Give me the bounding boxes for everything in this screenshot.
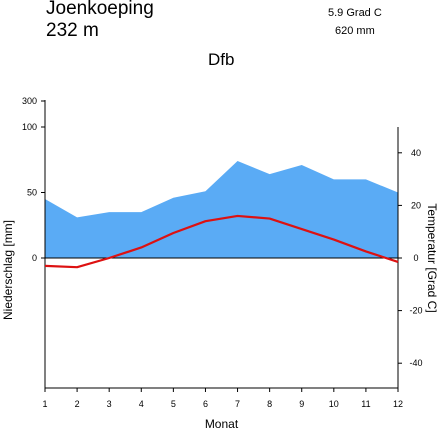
month-tick-label: 1 xyxy=(42,399,47,409)
month-tick-label: 7 xyxy=(235,399,240,409)
right-axis-title: Temperatur [Grad C] xyxy=(425,203,439,312)
month-tick-label: 3 xyxy=(107,399,112,409)
precipitation-tick-label: 0 xyxy=(32,253,37,263)
precipitation-tick-label: 300 xyxy=(22,96,37,106)
mean-temperature: 5.9 Grad C xyxy=(328,7,382,19)
precipitation-tick-label: 50 xyxy=(27,188,37,198)
precipitation-tick-label: 100 xyxy=(22,122,37,132)
month-tick-label: 11 xyxy=(361,399,370,409)
temperature-tick-label: 20 xyxy=(411,200,421,210)
month-tick-label: 5 xyxy=(171,399,176,409)
month-tick-label: 4 xyxy=(139,399,144,409)
month-tick-label: 9 xyxy=(299,399,304,409)
month-tick-label: 8 xyxy=(267,399,272,409)
station-name: Joenkoeping xyxy=(46,0,154,19)
x-axis-title: Monat xyxy=(205,417,239,430)
temperature-tick-label: -20 xyxy=(409,306,422,316)
left-axis-title: Niederschlag [mm] xyxy=(1,220,15,320)
temperature-line xyxy=(44,214,399,269)
temperature-tick-label: 40 xyxy=(411,148,421,158)
temperature-tick-label: -40 xyxy=(409,358,422,368)
month-tick-label: 10 xyxy=(329,399,339,409)
temperature-tick-label: 0 xyxy=(413,253,418,263)
month-tick-label: 12 xyxy=(393,399,403,409)
station-elevation: 232 m xyxy=(46,20,99,41)
precipitation-area xyxy=(45,161,398,258)
annual-precipitation: 620 mm xyxy=(335,25,375,37)
month-tick-label: 6 xyxy=(203,399,208,409)
climate-classification: Dfb xyxy=(208,50,235,69)
month-tick-label: 2 xyxy=(75,399,80,409)
